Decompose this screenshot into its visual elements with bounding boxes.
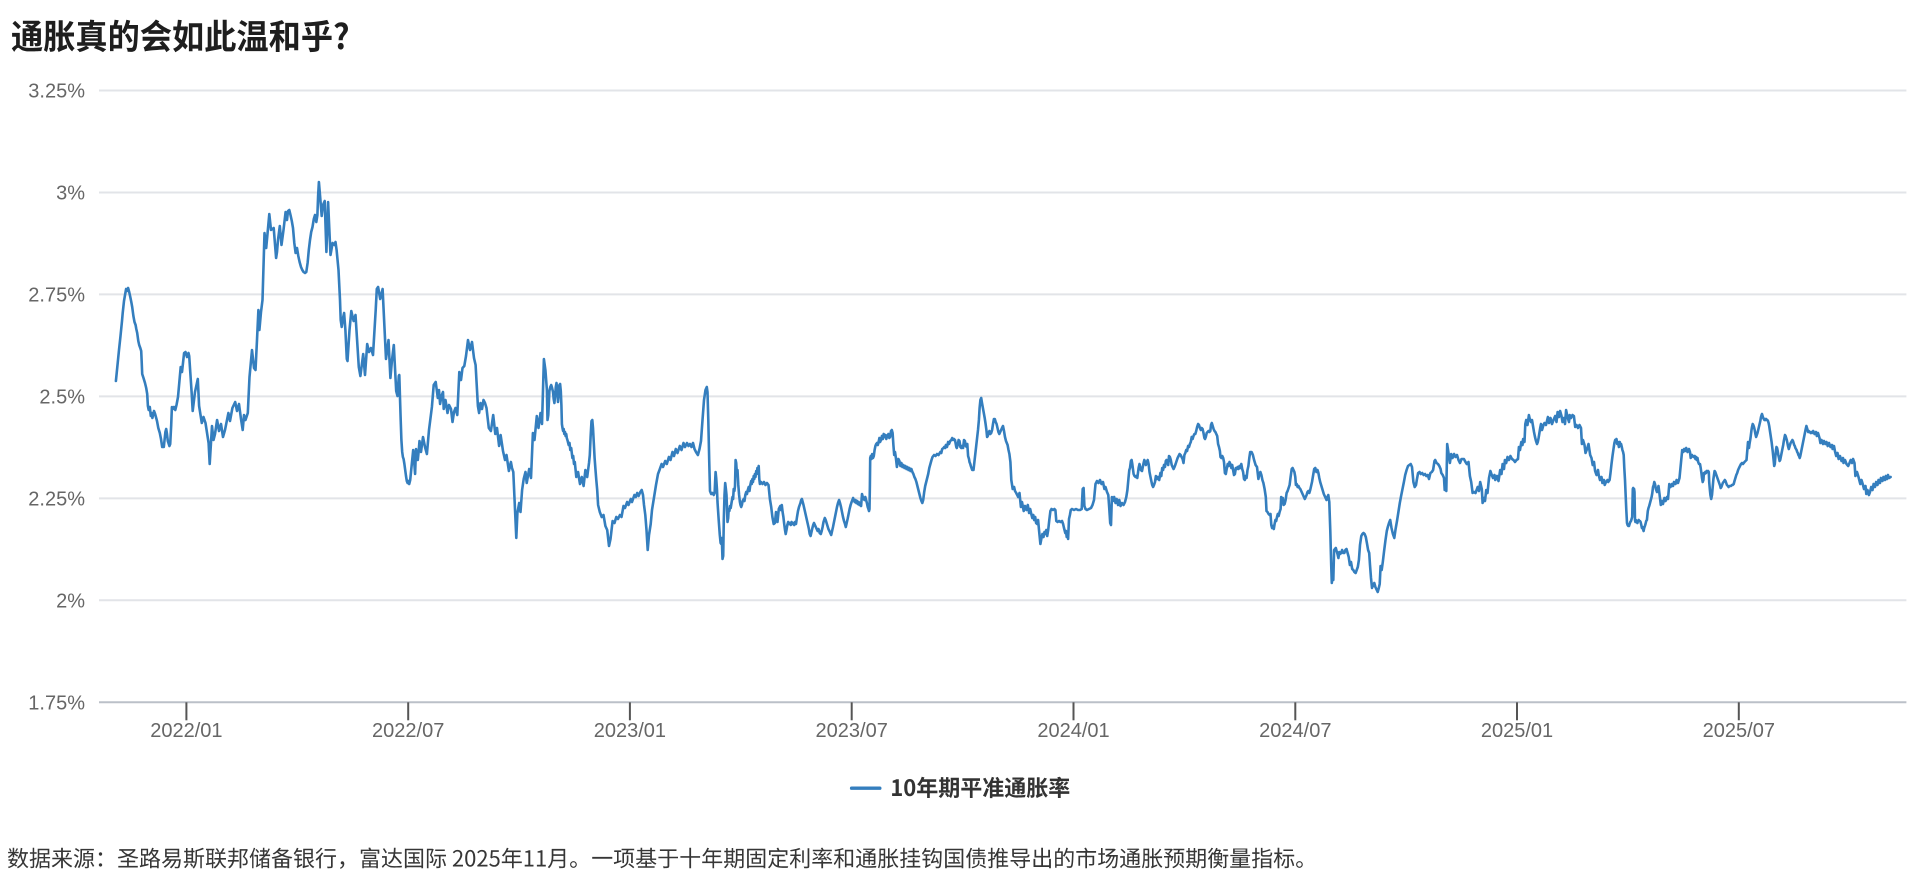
svg-text:2025/07: 2025/07 [1703,720,1775,742]
svg-text:2024/07: 2024/07 [1259,720,1331,742]
svg-text:3.25%: 3.25% [28,81,85,103]
svg-text:2024/01: 2024/01 [1037,720,1109,742]
svg-text:2.75%: 2.75% [28,284,85,306]
svg-text:2%: 2% [56,590,85,612]
svg-text:2022/07: 2022/07 [372,720,444,742]
svg-text:1.75%: 1.75% [28,692,85,714]
svg-text:2025/01: 2025/01 [1481,720,1553,742]
svg-text:2022/01: 2022/01 [150,720,222,742]
svg-text:3%: 3% [56,183,85,205]
svg-text:2023/01: 2023/01 [594,720,666,742]
svg-text:2.25%: 2.25% [28,488,85,510]
svg-text:2.5%: 2.5% [39,386,85,408]
svg-text:2023/07: 2023/07 [816,720,888,742]
